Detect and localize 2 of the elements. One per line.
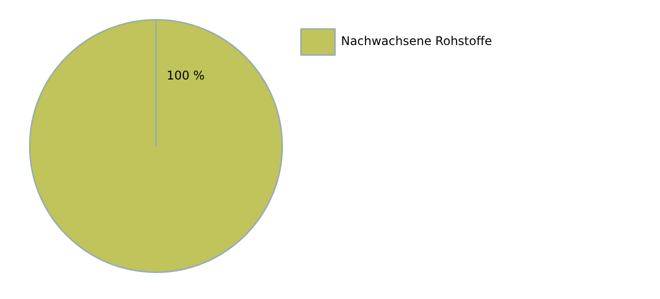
legend-label: Nachwachsene Rohstoffe bbox=[340, 34, 492, 48]
data-label: 100 % bbox=[166, 68, 205, 82]
